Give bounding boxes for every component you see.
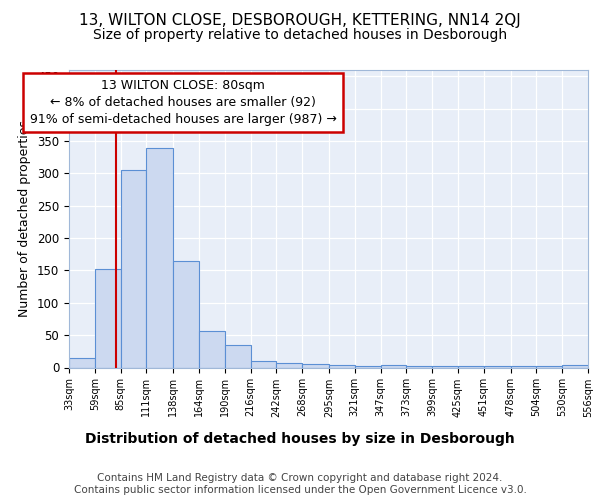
Bar bbox=[511, 366, 536, 368]
Bar bbox=[536, 366, 562, 368]
Bar bbox=[329, 365, 355, 368]
Bar bbox=[562, 365, 588, 368]
Text: 13 WILTON CLOSE: 80sqm
← 8% of detached houses are smaller (92)
91% of semi-deta: 13 WILTON CLOSE: 80sqm ← 8% of detached … bbox=[30, 79, 337, 126]
Text: 13, WILTON CLOSE, DESBOROUGH, KETTERING, NN14 2QJ: 13, WILTON CLOSE, DESBOROUGH, KETTERING,… bbox=[79, 12, 521, 28]
Bar bbox=[199, 330, 225, 368]
Text: Contains HM Land Registry data © Crown copyright and database right 2024.
Contai: Contains HM Land Registry data © Crown c… bbox=[74, 474, 526, 495]
Bar bbox=[484, 366, 511, 368]
Bar bbox=[277, 363, 302, 368]
Bar bbox=[146, 148, 173, 368]
Bar bbox=[173, 261, 199, 368]
Bar bbox=[380, 365, 406, 368]
Bar bbox=[302, 364, 329, 368]
Bar bbox=[69, 358, 95, 368]
Bar bbox=[95, 269, 121, 368]
Text: Distribution of detached houses by size in Desborough: Distribution of detached houses by size … bbox=[85, 432, 515, 446]
Bar bbox=[251, 361, 277, 368]
Y-axis label: Number of detached properties: Number of detached properties bbox=[19, 120, 31, 318]
Bar bbox=[355, 366, 380, 368]
Bar bbox=[432, 366, 458, 368]
Bar bbox=[225, 345, 251, 368]
Bar bbox=[458, 366, 484, 368]
Text: Size of property relative to detached houses in Desborough: Size of property relative to detached ho… bbox=[93, 28, 507, 42]
Bar bbox=[406, 366, 432, 368]
Bar bbox=[121, 170, 146, 368]
